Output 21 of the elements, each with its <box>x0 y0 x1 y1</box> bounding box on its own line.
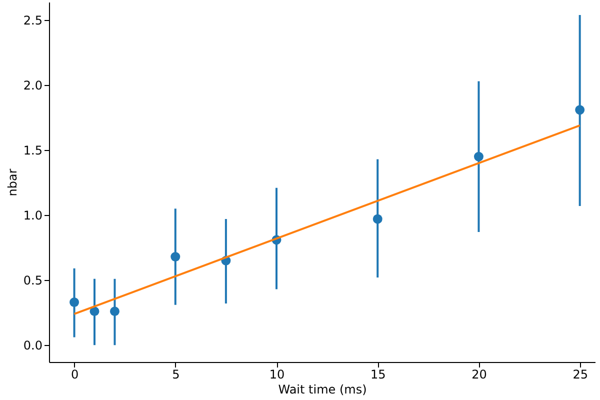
x-tick-label: 5 <box>172 368 180 382</box>
y-tick-label: 2.0 <box>23 78 42 93</box>
x-tick-label: 25 <box>572 368 588 382</box>
x-tick-label: 15 <box>370 368 386 382</box>
point <box>575 105 585 115</box>
y-tick-label: 1.5 <box>23 144 42 158</box>
y-tick-label: 0.5 <box>23 274 42 288</box>
point <box>372 214 382 224</box>
point <box>70 297 80 307</box>
point <box>474 152 484 162</box>
x-tick-label: 10 <box>269 368 285 382</box>
point <box>90 306 100 316</box>
y-tick-label: 2.5 <box>23 14 42 28</box>
point <box>170 252 180 262</box>
y-tick-label: 1.0 <box>23 208 42 223</box>
x-tick-label: 20 <box>472 368 487 382</box>
y-axis-title: nbar <box>5 168 20 196</box>
y-tick-label: 0.0 <box>23 338 42 353</box>
x-axis-title: Wait time (ms) <box>278 382 367 396</box>
point <box>110 306 120 316</box>
x-tick-label: 0 <box>70 368 79 382</box>
